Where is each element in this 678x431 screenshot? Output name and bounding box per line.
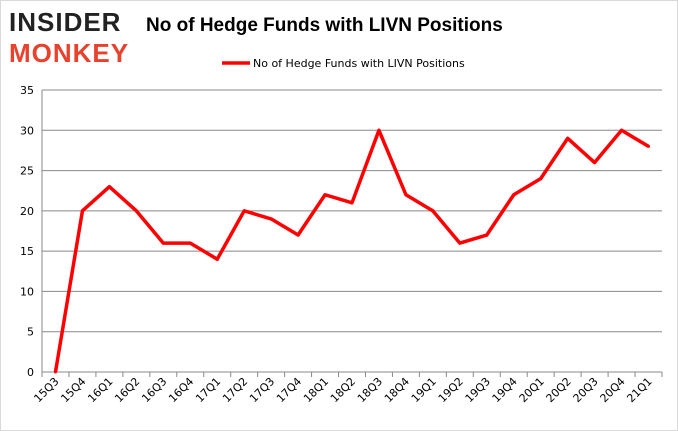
y-tick-label: 5 — [27, 326, 34, 339]
x-tick-label: 15Q3 — [31, 375, 61, 405]
data-point — [215, 257, 219, 261]
x-tick-label: 17Q1 — [193, 375, 223, 405]
data-point — [377, 128, 381, 132]
x-tick-label: 19Q1 — [409, 375, 439, 405]
x-tick-label: 16Q3 — [139, 375, 169, 405]
data-point — [242, 209, 246, 213]
data-point — [431, 209, 435, 213]
x-tick-label: 20Q2 — [544, 375, 574, 405]
x-tick-label: 20Q3 — [571, 375, 601, 405]
y-tick-label: 0 — [27, 366, 34, 379]
x-tick-label: 18Q2 — [328, 375, 358, 405]
x-tick-label: 18Q3 — [355, 375, 385, 405]
data-point — [566, 136, 570, 140]
data-point — [647, 144, 651, 148]
y-tick-label: 20 — [20, 205, 34, 218]
data-point — [593, 161, 597, 165]
x-tick-label: 20Q4 — [598, 375, 628, 405]
x-tick-label: 17Q3 — [247, 375, 277, 405]
x-tick-label: 15Q4 — [58, 375, 88, 405]
x-tick-label: 19Q3 — [463, 375, 493, 405]
legend-label: No of Hedge Funds with LIVN Positions — [253, 57, 465, 70]
x-tick-label: 21Q1 — [624, 375, 654, 405]
x-tick-label: 17Q2 — [220, 375, 250, 405]
y-tick-label: 30 — [20, 124, 34, 137]
x-tick-label: 19Q4 — [490, 375, 520, 405]
data-point — [539, 177, 543, 181]
y-tick-label: 25 — [20, 165, 34, 178]
data-point — [107, 185, 111, 189]
data-point — [53, 370, 57, 374]
data-point — [323, 193, 327, 197]
data-point — [512, 193, 516, 197]
chart-title: No of Hedge Funds with LIVN Positions — [146, 15, 503, 36]
data-point — [458, 241, 462, 245]
data-point — [134, 209, 138, 213]
x-tick-label: 18Q1 — [301, 375, 331, 405]
y-tick-label: 15 — [20, 245, 34, 258]
x-tick-label: 16Q4 — [166, 375, 196, 405]
x-tick-label: 16Q2 — [112, 375, 142, 405]
data-point — [80, 209, 84, 213]
data-point — [485, 233, 489, 237]
x-tick-label: 20Q1 — [517, 375, 547, 405]
data-point — [404, 193, 408, 197]
x-tick-label: 19Q2 — [436, 375, 466, 405]
data-point — [161, 241, 165, 245]
y-tick-label: 10 — [20, 285, 34, 298]
data-point — [188, 241, 192, 245]
data-point — [296, 233, 300, 237]
logo-line1: INSIDER — [9, 7, 122, 37]
data-point — [620, 128, 624, 132]
x-tick-label: 18Q4 — [382, 375, 412, 405]
insider-monkey-logo: INSIDER MONKEY — [9, 7, 130, 69]
data-point — [269, 217, 273, 221]
data-point — [350, 201, 354, 205]
x-tick-label: 16Q1 — [85, 375, 115, 405]
x-tick-label: 17Q4 — [274, 375, 304, 405]
y-tick-label: 35 — [20, 84, 34, 97]
logo-line2: MONKEY — [9, 38, 130, 68]
